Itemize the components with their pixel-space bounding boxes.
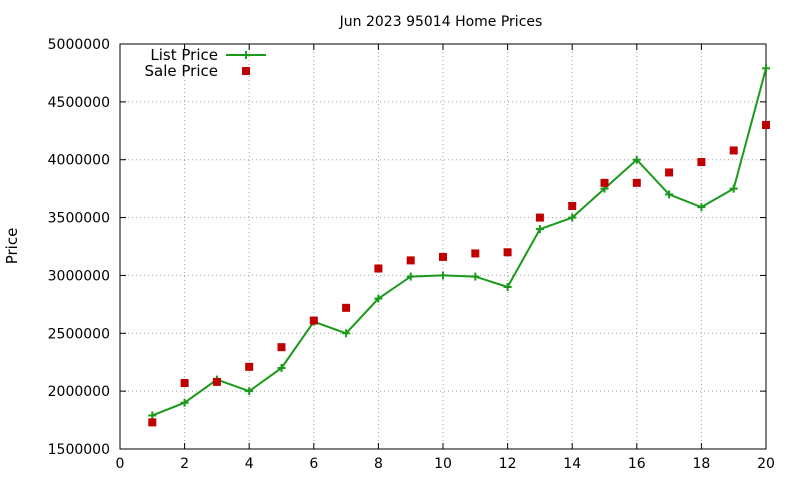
list-price-point	[535, 225, 544, 234]
x-tick-label: 14	[563, 456, 581, 472]
y-tick-label: 2500000	[48, 326, 110, 342]
list-price-line	[151, 68, 767, 417]
list-price-point	[762, 64, 770, 73]
list-price-point	[665, 190, 674, 199]
sale-price-point	[148, 418, 157, 427]
list-price-point	[245, 387, 254, 396]
list-price-point	[406, 272, 415, 281]
x-tick-label: 8	[374, 456, 383, 472]
x-tick-label: 20	[757, 456, 775, 472]
y-tick-label: 4500000	[48, 95, 110, 111]
sale-price-point	[277, 343, 286, 352]
sale-price-point	[762, 121, 770, 129]
x-tick-label: 12	[499, 456, 517, 472]
list-price-point	[632, 155, 641, 164]
list-price-point	[374, 294, 383, 303]
list-price-point	[148, 411, 157, 420]
y-tick-label: 4000000	[48, 153, 110, 169]
sale-price-point	[471, 249, 480, 258]
sale-price-point	[568, 202, 577, 210]
y-tick-label: 3000000	[48, 268, 110, 284]
y-tick-label: 1500000	[48, 442, 110, 458]
chart-marks	[148, 64, 770, 427]
list-price-point	[729, 184, 738, 193]
list-price-point	[697, 203, 706, 212]
list-price-point	[471, 272, 480, 281]
legend-label: Sale Price	[145, 62, 218, 80]
sale-price-point	[439, 252, 447, 261]
sale-price-point	[212, 377, 221, 386]
sale-price-point	[245, 362, 254, 371]
list-price-point	[503, 283, 512, 291]
y-tick-label: 2000000	[48, 384, 110, 400]
x-tick-label: 6	[309, 456, 318, 472]
sale-price-point	[374, 264, 383, 273]
list-price-point	[277, 364, 286, 372]
sale-price-point	[665, 168, 674, 177]
y-tick-label: 3500000	[48, 211, 110, 227]
x-tick-label: 4	[245, 456, 254, 472]
sale-price-point	[309, 316, 318, 325]
sale-price-point	[729, 146, 738, 155]
x-tick-label: 0	[116, 456, 125, 472]
legend-point-sample	[242, 67, 250, 75]
list-price-point	[439, 271, 447, 280]
sale-price-point	[600, 178, 609, 187]
sale-price-point	[342, 303, 351, 312]
x-tick-label: 18	[692, 456, 710, 472]
sale-price-point	[535, 213, 544, 222]
sale-price-point	[697, 158, 706, 167]
sale-price-point	[503, 248, 512, 257]
list-price-point	[342, 329, 351, 338]
legend-label: List Price	[150, 46, 218, 64]
sale-price-point	[180, 379, 189, 388]
x-tick-label: 10	[434, 456, 452, 472]
grid-lines	[120, 44, 766, 449]
chart-title: Jun 2023 95014 Home Prices	[339, 14, 543, 30]
sale-price-point	[632, 178, 641, 187]
list-price-point	[180, 398, 189, 407]
y-axis-label: Price	[3, 228, 21, 265]
x-tick-label: 16	[628, 456, 646, 472]
list-price-point	[568, 213, 577, 222]
axes: 0 2 4 6 8 10 12 14 16 18 20 1500000 2000000 2500000 30…	[48, 37, 775, 472]
sale-price-point	[406, 256, 415, 265]
y-tick-label: 5000000	[48, 37, 110, 53]
legend-point-sample	[242, 51, 250, 59]
x-tick-label: 2	[180, 456, 189, 472]
